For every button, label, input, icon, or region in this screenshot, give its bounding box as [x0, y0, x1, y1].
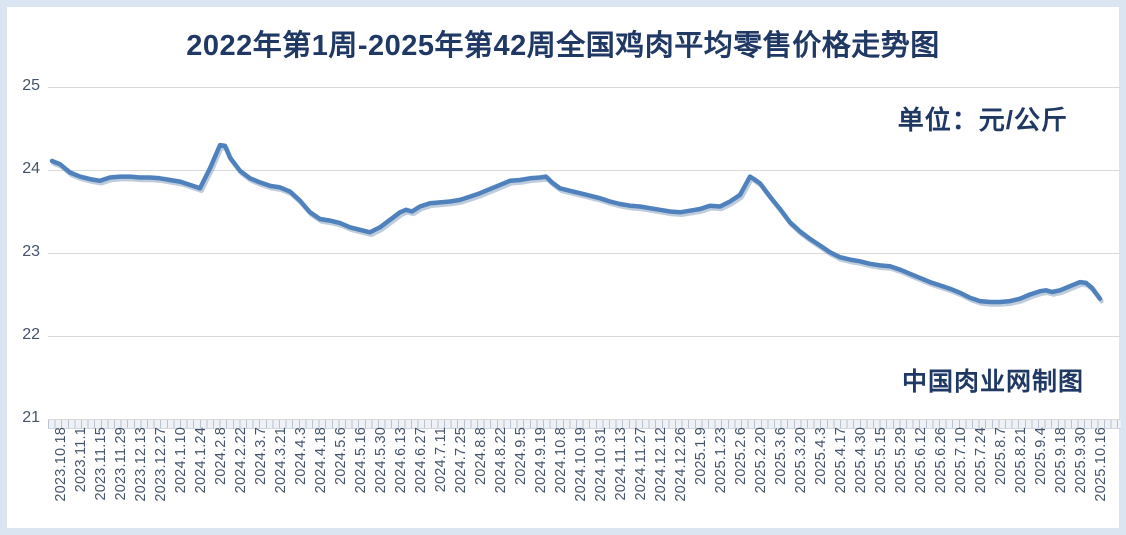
- price-line: [49, 142, 1103, 305]
- y-tick-label: 23: [22, 243, 40, 260]
- x-axis-tick-strip: [48, 420, 1121, 429]
- watermark-credit: 中国肉业网制图: [901, 368, 1084, 396]
- gridline-23: [48, 253, 1120, 254]
- gridline-21: [48, 419, 1120, 420]
- y-tick-label: 24: [22, 160, 40, 177]
- y-tick-label: 21: [22, 409, 40, 426]
- gridline-22: [48, 336, 1120, 337]
- price-line-shadow: [51, 145, 1104, 307]
- gridline-24: [48, 170, 1120, 171]
- y-tick-label: 25: [22, 77, 40, 94]
- y-tick-label: 22: [22, 326, 40, 343]
- gridline-25: [48, 87, 1120, 88]
- unit-label: 单位：元/公斤: [897, 105, 1068, 135]
- chart-title: 2022年第1周-2025年第42周全国鸡肉平均零售价格走势图: [186, 30, 940, 62]
